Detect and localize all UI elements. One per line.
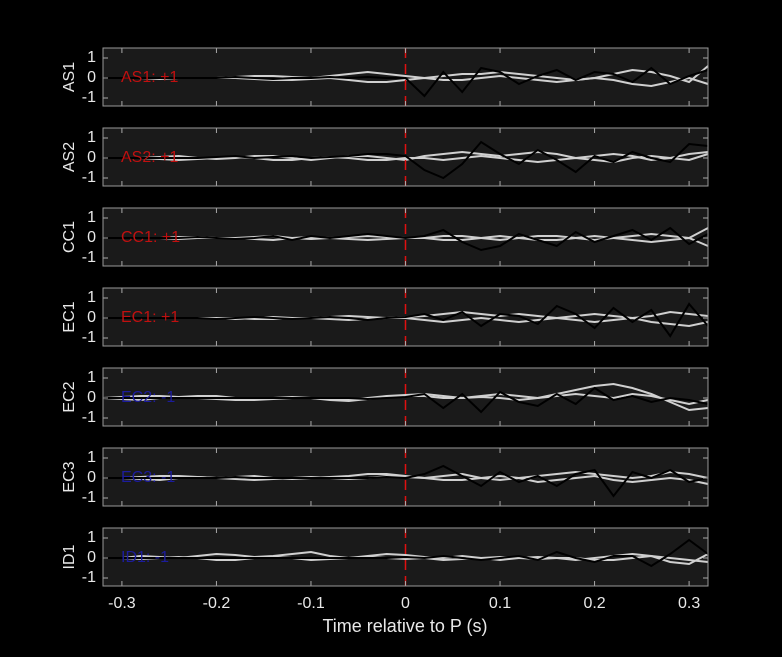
y-tick-label: 1 [87,49,96,66]
y-axis-label: CC1 [61,221,78,253]
annotation: AS2: +1 [121,149,178,166]
annotation: AS1: +1 [121,69,178,86]
y-tick-label: -1 [82,329,96,346]
y-tick-label: 1 [87,529,96,546]
annotation: EC2: -1 [121,389,175,406]
panel-frame [102,207,709,267]
y-tick-label: 1 [87,289,96,306]
trace [103,386,709,414]
trace [103,302,709,338]
y-tick-label: 1 [87,129,96,146]
y-tick-label: 1 [87,209,96,226]
y-tick-label: 0 [87,69,96,86]
panel-frame [102,447,709,507]
annotation: ID1: -1 [121,549,169,566]
x-tick-label: 0 [401,595,410,612]
y-axis-label: EC3 [61,461,78,492]
y-tick-label: -1 [82,89,96,106]
trace [103,550,709,566]
annotation: EC1: +1 [121,309,179,326]
y-tick-label: -1 [82,409,96,426]
x-tick-label: 0.1 [489,595,511,612]
y-tick-label: 0 [87,149,96,166]
x-tick-label: -0.3 [108,595,136,612]
x-axis-label: Time relative to P (s) [322,616,487,636]
y-tick-label: -1 [82,489,96,506]
y-axis-label: AS1 [61,62,78,92]
y-tick-label: 1 [87,369,96,386]
trace [103,464,709,498]
y-tick-label: 0 [87,549,96,566]
annotation: EC3: -1 [121,469,175,486]
trace [103,140,709,180]
panel-frame [102,527,709,587]
y-tick-label: -1 [82,249,96,266]
y-tick-label: -1 [82,569,96,586]
y-tick-label: 0 [87,389,96,406]
panel-frame [102,367,709,427]
y-axis-label: EC2 [61,381,78,412]
y-tick-label: -1 [82,169,96,186]
x-tick-label: 0.3 [678,595,700,612]
panel-frame [102,127,709,187]
y-tick-label: 0 [87,469,96,486]
x-tick-label: 0.2 [583,595,605,612]
trace [103,66,709,98]
panel-frame [102,47,709,107]
trace [103,226,709,252]
y-tick-label: 0 [87,309,96,326]
y-axis-label: EC1 [61,301,78,332]
y-tick-label: 1 [87,449,96,466]
y-axis-label: ID1 [61,544,78,569]
x-tick-label: -0.2 [203,595,231,612]
trace [103,538,709,568]
annotation: CC1: +1 [121,229,180,246]
y-axis-label: AS2 [61,142,78,172]
panel-frame [102,287,709,347]
x-tick-label: -0.1 [297,595,325,612]
y-tick-label: 0 [87,229,96,246]
